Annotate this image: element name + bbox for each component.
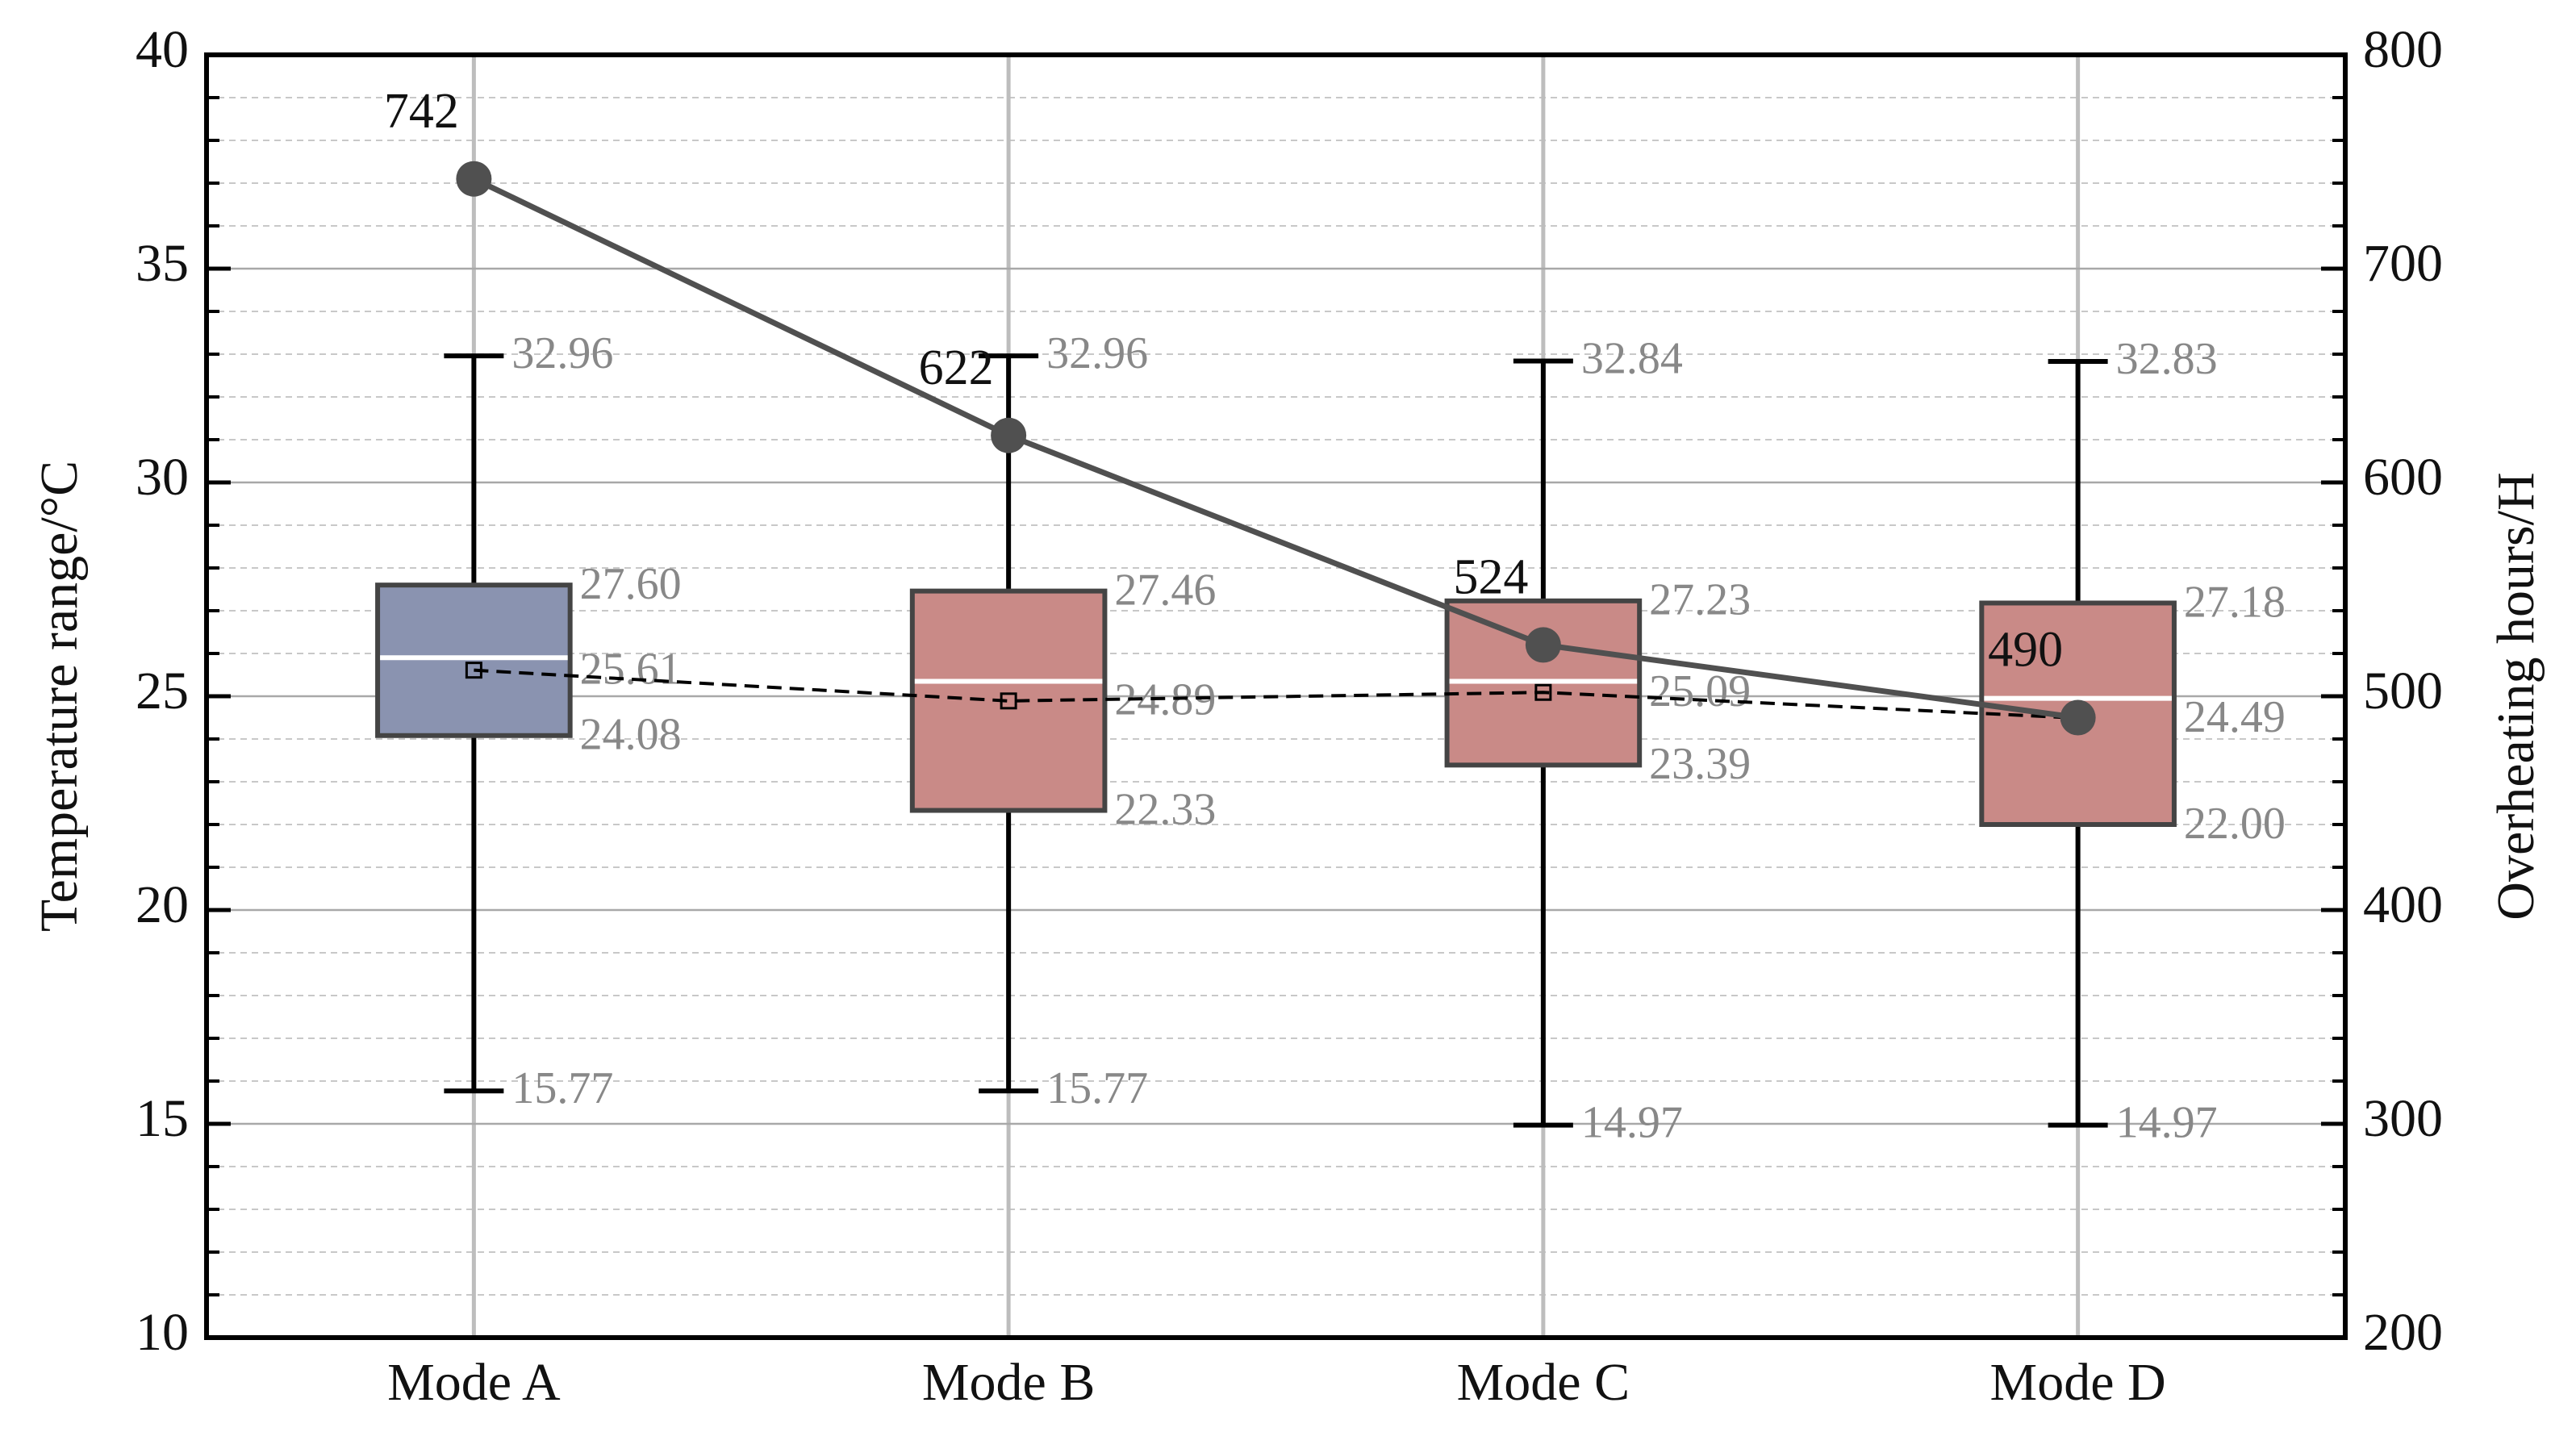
value-label: 32.96 [1046, 328, 1148, 378]
y2-tick-label: 600 [2363, 448, 2443, 507]
y2-tick-label: 200 [2363, 1303, 2443, 1362]
x-tick-label: Mode C [1457, 1353, 1630, 1412]
line [472, 176, 2079, 720]
value-label: 27.46 [1114, 565, 1216, 615]
value-label: 27.60 [580, 559, 682, 609]
value-label: 24.49 [2184, 692, 2286, 742]
y-tick-label: 30 [136, 448, 189, 507]
line-value-label: 742 [384, 84, 459, 139]
value-label: 23.39 [1649, 739, 1751, 789]
value-label: 32.83 [2116, 334, 2218, 384]
mean-line [474, 668, 2078, 720]
value-label: 32.84 [1581, 333, 1683, 383]
y-tick-label: 35 [136, 234, 189, 293]
line-value-label: 524 [1453, 550, 1528, 605]
plot-frame [204, 52, 2348, 1340]
value-label: 22.33 [1114, 784, 1216, 834]
line-marker [1525, 627, 1561, 663]
line-value-label: 490 [1988, 623, 2063, 678]
value-label: 24.08 [580, 710, 682, 760]
y-tick-label: 25 [136, 662, 189, 720]
value-label: 15.77 [1046, 1063, 1148, 1113]
x-tick-label: Mode D [1990, 1353, 2166, 1412]
y-tick-label: 10 [136, 1303, 189, 1362]
value-label: 22.00 [2184, 799, 2286, 849]
y-axis-label: Temperature range/°C [30, 461, 89, 932]
value-label: 15.77 [511, 1063, 613, 1113]
box [375, 582, 573, 738]
value-label: 27.18 [2184, 577, 2286, 627]
value-label: 25.09 [1649, 666, 1751, 716]
value-label: 14.97 [1581, 1097, 1683, 1147]
value-label: 14.97 [2116, 1097, 2218, 1147]
line-marker [456, 161, 492, 197]
box [909, 588, 1108, 813]
x-tick-label: Mode B [922, 1353, 1096, 1412]
y2-tick-label: 500 [2363, 662, 2443, 720]
y2-axis-label: Overheating hours/H [2486, 472, 2545, 920]
y2-tick-label: 400 [2363, 875, 2443, 934]
line-marker [2060, 699, 2096, 736]
y-tick-label: 20 [136, 875, 189, 934]
line-marker [991, 417, 1027, 453]
y2-tick-label: 700 [2363, 234, 2443, 293]
mean-marker [465, 662, 482, 679]
line-value-label: 622 [919, 340, 994, 395]
value-label: 25.61 [580, 645, 682, 695]
y2-tick-label: 300 [2363, 1089, 2443, 1148]
value-label: 32.96 [511, 328, 613, 378]
y-tick-label: 15 [136, 1089, 189, 1148]
y2-tick-label: 800 [2363, 20, 2443, 79]
value-label: 27.23 [1649, 575, 1751, 625]
mean-marker [1000, 692, 1017, 710]
y-tick-label: 40 [136, 20, 189, 79]
mean-marker [1534, 683, 1552, 701]
x-tick-label: Mode A [387, 1353, 561, 1412]
